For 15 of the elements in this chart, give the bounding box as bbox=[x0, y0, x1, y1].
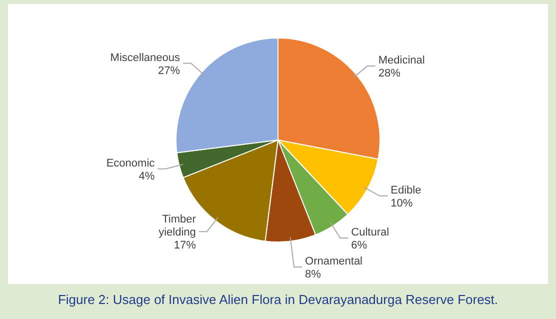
data-label: 27% bbox=[158, 64, 180, 77]
data-label: 8% bbox=[305, 268, 322, 280]
text: Figure 2: Usage of Invasive Alien Flora in Devarayanadurga Reserve Forest. bbox=[58, 292, 498, 307]
slice-label: Miscellaneous bbox=[110, 52, 180, 64]
data-label: 28% bbox=[378, 68, 401, 80]
slice-label: Edible bbox=[390, 184, 422, 196]
slice-label: Ornamental bbox=[305, 255, 363, 268]
data-label: 4% bbox=[138, 170, 155, 182]
slice-label: Timber yielding bbox=[158, 214, 196, 239]
slice-label: Medicinal bbox=[378, 54, 425, 67]
data-label: 6% bbox=[351, 239, 368, 252]
data-label: 17% bbox=[174, 240, 196, 252]
slice-label: Cultural bbox=[351, 226, 390, 238]
slice-label: Economic bbox=[106, 157, 156, 170]
data-label: 10% bbox=[390, 197, 413, 210]
